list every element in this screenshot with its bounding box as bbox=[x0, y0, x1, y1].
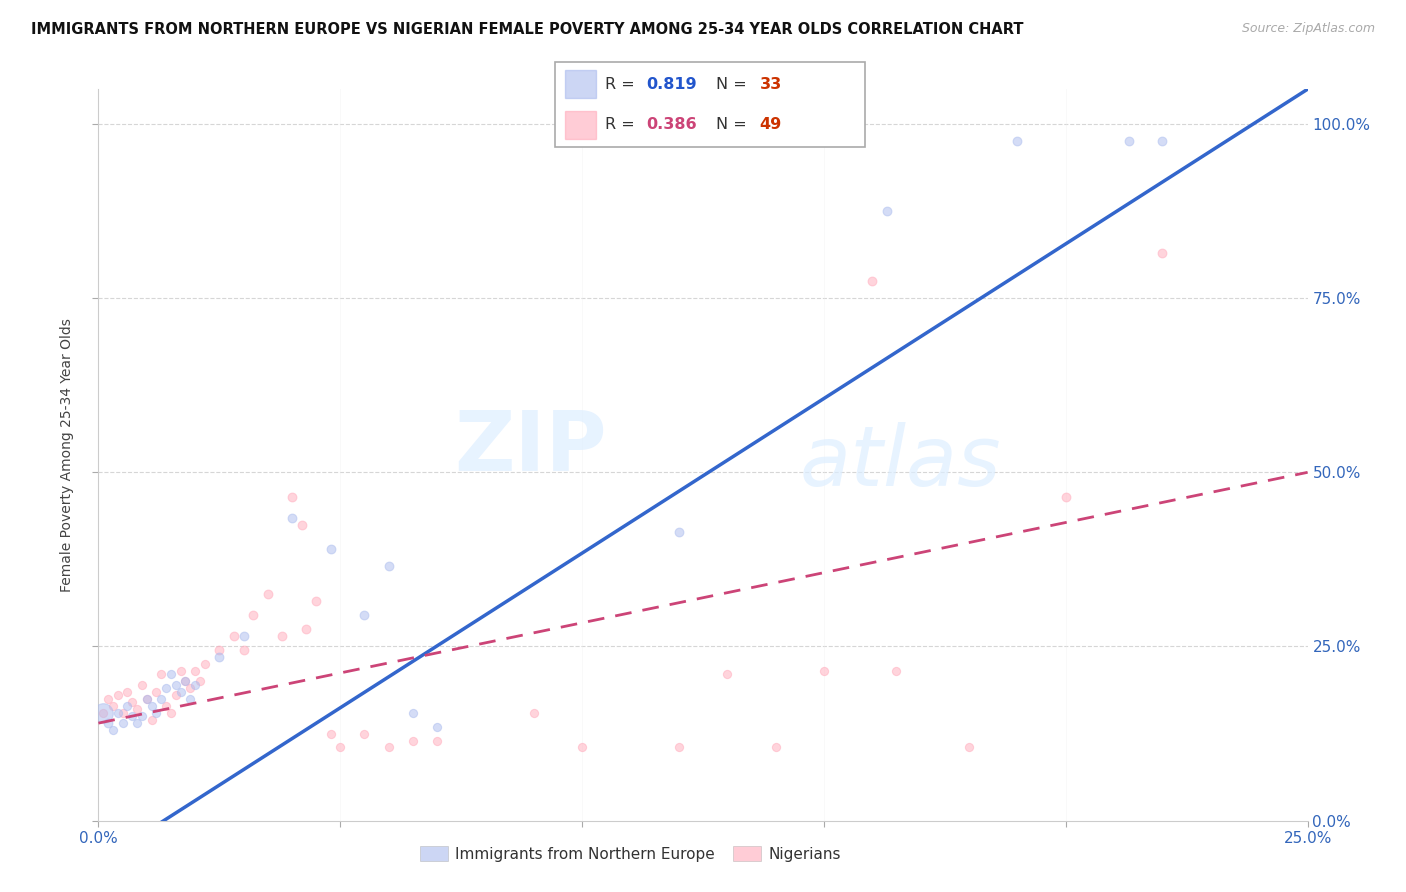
Point bbox=[97, 691, 120, 706]
Point bbox=[813, 664, 835, 678]
Point bbox=[1054, 490, 1077, 504]
Text: Source: ZipAtlas.com: Source: ZipAtlas.com bbox=[1241, 22, 1375, 36]
Point bbox=[174, 674, 197, 689]
Point bbox=[121, 709, 143, 723]
FancyBboxPatch shape bbox=[555, 62, 865, 147]
Point bbox=[150, 667, 173, 681]
Point bbox=[305, 594, 328, 608]
Text: 0.819: 0.819 bbox=[647, 77, 697, 92]
Point bbox=[145, 706, 167, 720]
Point bbox=[208, 649, 231, 664]
Point bbox=[127, 716, 149, 731]
Point bbox=[107, 688, 129, 702]
Text: N =: N = bbox=[716, 117, 752, 132]
Point bbox=[377, 740, 399, 755]
Point bbox=[174, 674, 197, 689]
Point bbox=[523, 706, 546, 720]
Point bbox=[426, 733, 449, 747]
Point bbox=[160, 667, 183, 681]
Point bbox=[402, 706, 425, 720]
Point bbox=[319, 726, 342, 740]
Point bbox=[131, 678, 153, 692]
Point bbox=[377, 559, 399, 574]
Text: IMMIGRANTS FROM NORTHERN EUROPE VS NIGERIAN FEMALE POVERTY AMONG 25-34 YEAR OLDS: IMMIGRANTS FROM NORTHERN EUROPE VS NIGER… bbox=[31, 22, 1024, 37]
Point bbox=[860, 274, 883, 288]
Point bbox=[141, 698, 163, 713]
Point bbox=[281, 510, 304, 524]
Point bbox=[111, 706, 134, 720]
Point bbox=[141, 713, 163, 727]
Point bbox=[179, 681, 201, 696]
Point bbox=[886, 664, 908, 678]
Legend: Immigrants from Northern Europe, Nigerians: Immigrants from Northern Europe, Nigeria… bbox=[413, 839, 846, 868]
Point bbox=[91, 706, 114, 720]
Point bbox=[127, 702, 149, 716]
Text: N =: N = bbox=[716, 77, 752, 92]
Point bbox=[117, 685, 139, 699]
Y-axis label: Female Poverty Among 25-34 Year Olds: Female Poverty Among 25-34 Year Olds bbox=[60, 318, 75, 592]
Point bbox=[91, 706, 114, 720]
Point bbox=[169, 664, 191, 678]
Point bbox=[668, 740, 690, 755]
Point bbox=[426, 720, 449, 734]
Point bbox=[242, 608, 264, 623]
Point bbox=[131, 709, 153, 723]
Point bbox=[329, 740, 352, 755]
Point bbox=[155, 698, 177, 713]
Point bbox=[765, 740, 787, 755]
Point bbox=[184, 664, 207, 678]
Point bbox=[135, 691, 157, 706]
Point bbox=[101, 698, 124, 713]
Point bbox=[121, 695, 143, 709]
Point bbox=[101, 723, 124, 737]
Point bbox=[107, 706, 129, 720]
Point bbox=[165, 688, 187, 702]
Text: 33: 33 bbox=[759, 77, 782, 92]
Point bbox=[571, 740, 593, 755]
Point bbox=[716, 667, 738, 681]
Text: R =: R = bbox=[605, 77, 640, 92]
Bar bbox=[565, 70, 596, 98]
Point bbox=[111, 716, 134, 731]
Point bbox=[145, 685, 167, 699]
Point bbox=[135, 691, 157, 706]
Point bbox=[232, 643, 254, 657]
Point bbox=[232, 629, 254, 643]
Point bbox=[281, 490, 304, 504]
Point bbox=[1007, 135, 1029, 149]
Text: ZIP: ZIP bbox=[454, 407, 606, 488]
Point bbox=[150, 691, 173, 706]
Point bbox=[668, 524, 690, 539]
Point bbox=[194, 657, 217, 671]
Text: 0.386: 0.386 bbox=[647, 117, 697, 132]
Point bbox=[222, 629, 245, 643]
Point bbox=[179, 691, 201, 706]
Point bbox=[290, 517, 312, 532]
Point bbox=[208, 643, 231, 657]
Point bbox=[184, 678, 207, 692]
Point bbox=[188, 674, 211, 689]
Point bbox=[155, 681, 177, 696]
Point bbox=[160, 706, 183, 720]
Point bbox=[165, 678, 187, 692]
Point bbox=[1152, 135, 1174, 149]
Text: atlas: atlas bbox=[800, 422, 1001, 503]
Point bbox=[1118, 135, 1140, 149]
Point bbox=[402, 733, 425, 747]
Point bbox=[117, 698, 139, 713]
Text: 49: 49 bbox=[759, 117, 782, 132]
Point bbox=[353, 608, 375, 623]
Point bbox=[97, 716, 120, 731]
Point bbox=[271, 629, 294, 643]
Point bbox=[876, 204, 898, 219]
Point bbox=[353, 726, 375, 740]
Point bbox=[1152, 246, 1174, 260]
Point bbox=[957, 740, 980, 755]
Point bbox=[295, 622, 318, 636]
Point bbox=[256, 587, 278, 601]
Bar bbox=[565, 111, 596, 139]
Point bbox=[319, 541, 342, 556]
Text: R =: R = bbox=[605, 117, 640, 132]
Point bbox=[169, 685, 191, 699]
